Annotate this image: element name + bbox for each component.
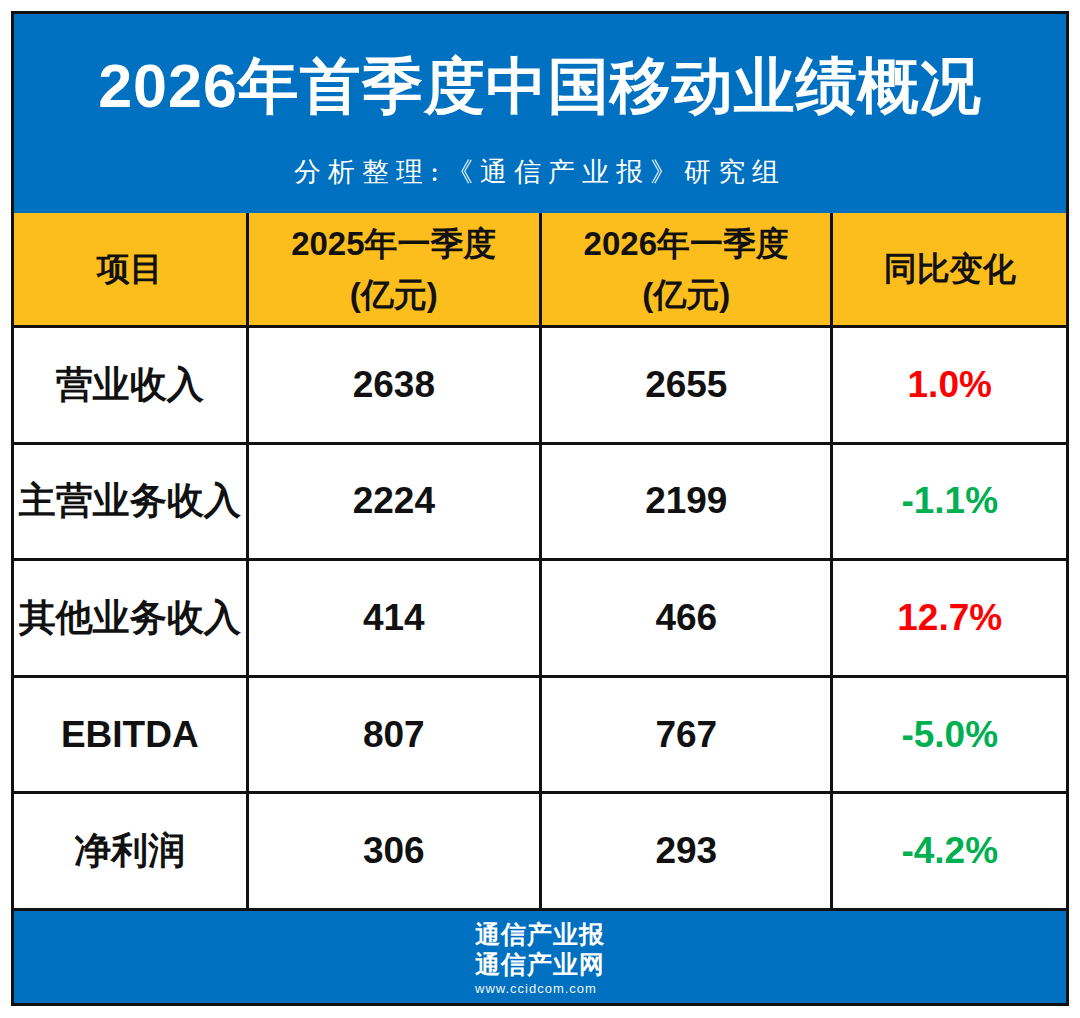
row-value-2025: 2224 — [249, 445, 543, 559]
poster-footer: 通信产业报 通信产业网 www.ccidcom.com — [14, 911, 1066, 1003]
row-yoy-change: 12.7% — [833, 561, 1065, 675]
table-header-row: 项目 2025年一季度 (亿元) 2026年一季度 (亿元) 同比变化 — [14, 213, 1066, 328]
row-value-2025: 807 — [249, 678, 543, 792]
table-row: EBITDA 807 767 -5.0% — [14, 678, 1066, 795]
table-row: 营业收入 2638 2655 1.0% — [14, 328, 1066, 445]
row-value-2026: 2655 — [542, 328, 833, 442]
row-value-2026: 466 — [542, 561, 833, 675]
row-value-2025: 2638 — [249, 328, 543, 442]
row-yoy-change: 1.0% — [833, 328, 1065, 442]
column-header-2026: 2026年一季度 (亿元) — [542, 213, 833, 325]
column-header-2025: 2025年一季度 (亿元) — [249, 213, 543, 325]
column-header-2026-line2: (亿元) — [642, 269, 730, 320]
row-value-2025: 306 — [249, 794, 543, 908]
row-value-2026: 293 — [542, 794, 833, 908]
column-header-2026-line1: 2026年一季度 — [584, 218, 789, 269]
column-header-item: 项目 — [14, 213, 249, 325]
row-yoy-change: -5.0% — [833, 678, 1065, 792]
performance-table: 项目 2025年一季度 (亿元) 2026年一季度 (亿元) 同比变化 营业收入… — [14, 213, 1066, 911]
brand-website: www.ccidcom.com — [475, 981, 605, 996]
row-value-2026: 767 — [542, 678, 833, 792]
table-row: 主营业务收入 2224 2199 -1.1% — [14, 445, 1066, 562]
row-item-label: 净利润 — [14, 794, 249, 908]
row-value-2026: 2199 — [542, 445, 833, 559]
column-header-yoy: 同比变化 — [833, 213, 1065, 325]
infographic-poster: 2026年首季度中国移动业绩概况 分析整理:《通信产业报》研究组 项目 2025… — [11, 11, 1069, 1006]
row-item-label: EBITDA — [14, 678, 249, 792]
row-yoy-change: -4.2% — [833, 794, 1065, 908]
table-row: 其他业务收入 414 466 12.7% — [14, 561, 1066, 678]
row-item-label: 营业收入 — [14, 328, 249, 442]
poster-title: 2026年首季度中国移动业绩概况 — [98, 46, 982, 128]
poster-subtitle: 分析整理:《通信产业报》研究组 — [294, 154, 786, 190]
table-row: 净利润 306 293 -4.2% — [14, 794, 1066, 911]
brand-logo: 通信产业报 通信产业网 www.ccidcom.com — [475, 919, 605, 996]
row-item-label: 其他业务收入 — [14, 561, 249, 675]
row-yoy-change: -1.1% — [833, 445, 1065, 559]
column-header-yoy-label: 同比变化 — [884, 243, 1016, 294]
poster-header: 2026年首季度中国移动业绩概况 分析整理:《通信产业报》研究组 — [14, 14, 1066, 213]
brand-name-paper: 通信产业报 — [475, 919, 605, 949]
row-value-2025: 414 — [249, 561, 543, 675]
column-header-item-label: 项目 — [97, 243, 163, 294]
column-header-2025-line1: 2025年一季度 — [291, 218, 496, 269]
brand-name-web: 通信产业网 — [475, 949, 605, 979]
row-item-label: 主营业务收入 — [14, 445, 249, 559]
column-header-2025-line2: (亿元) — [350, 269, 438, 320]
